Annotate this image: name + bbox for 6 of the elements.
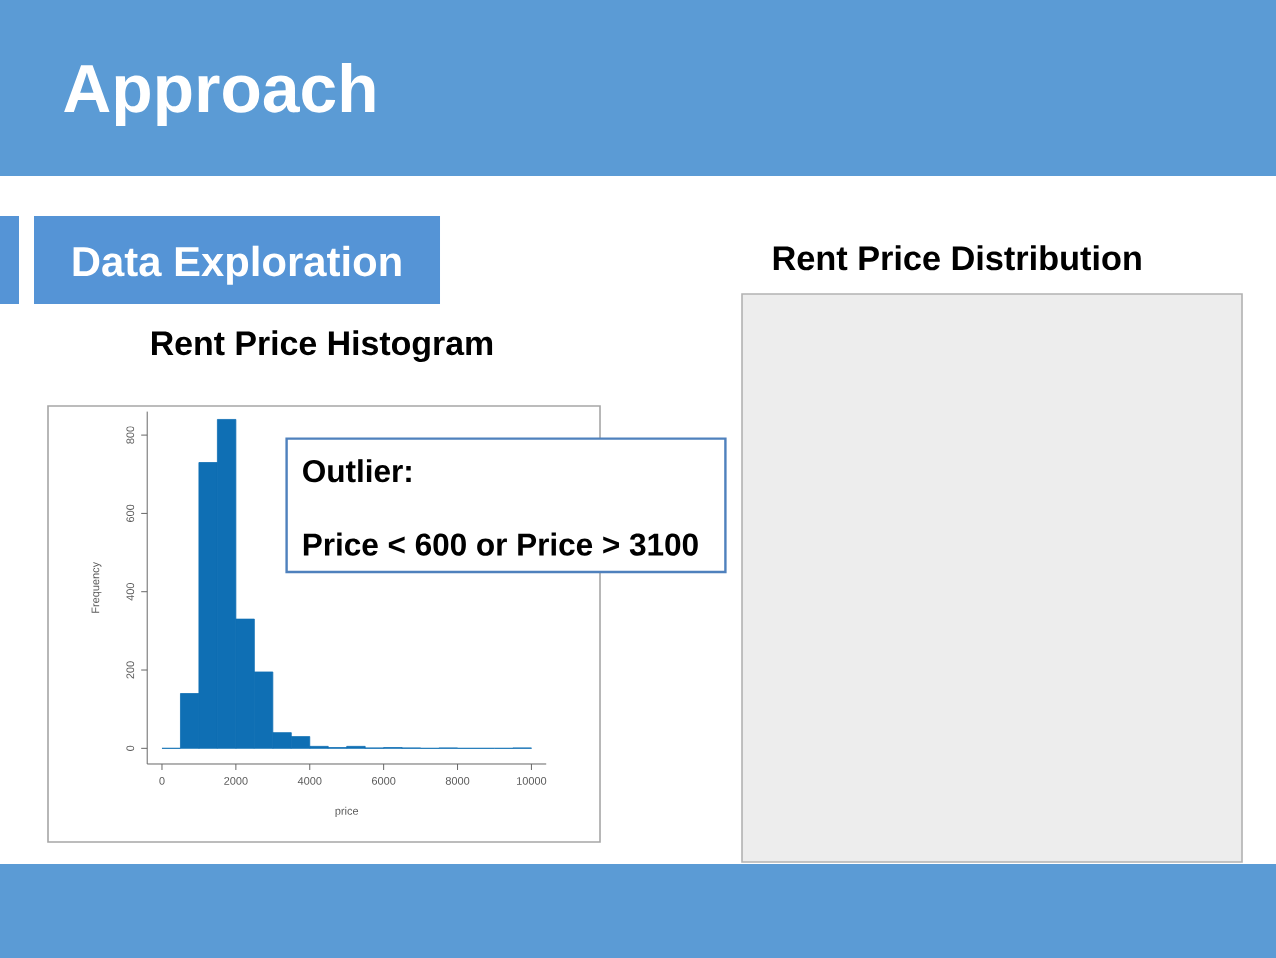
annotation: Price < 600 or Price > 3100: [303, 532, 698, 556]
chart-title: Rent Price Histogram: [152, 330, 493, 363]
text: Rent Price Distribution: [773, 245, 1141, 271]
text: Data Exploration: [73, 245, 401, 285]
text: Approach: [64, 62, 375, 127]
annotation: Outlier:: [303, 459, 411, 483]
